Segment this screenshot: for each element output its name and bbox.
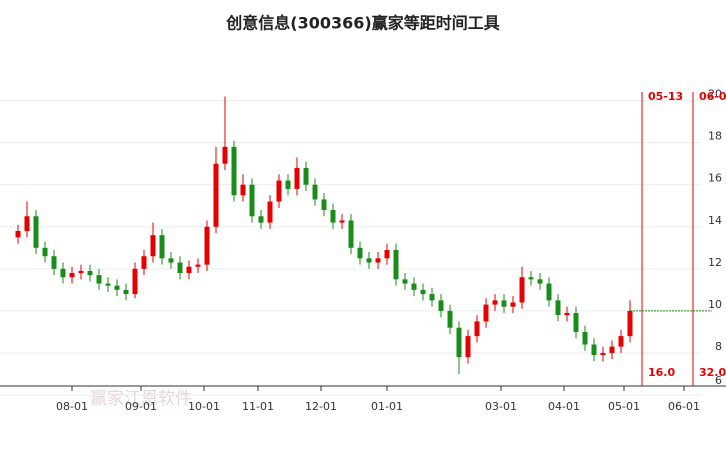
candle-body (168, 258, 174, 263)
candle-body (600, 352, 606, 356)
candle-body (528, 277, 534, 280)
candle-body (456, 327, 462, 358)
candle-body (141, 256, 147, 269)
cycle-date: 06-04 (699, 90, 726, 103)
candle-body (330, 209, 336, 223)
candle-body (204, 226, 210, 265)
candle-body (402, 279, 408, 284)
x-tick-label: 06-01 (668, 400, 700, 413)
candle-body (78, 270, 84, 274)
x-tick-label: 04-01 (548, 400, 580, 413)
x-tick-label: 12-01 (305, 400, 337, 413)
y-tick-label: 20 (708, 88, 722, 101)
candle-body (195, 264, 201, 267)
x-tick-label: 01-01 (371, 400, 403, 413)
candle-body (33, 216, 39, 248)
candle-body (348, 220, 354, 248)
y-tick-label: 18 (708, 130, 722, 143)
candle-body (591, 344, 597, 356)
candle-body (186, 266, 192, 274)
chart-title: 创意信息(300366)赢家等距时间工具 (225, 14, 499, 33)
candle-body (42, 247, 48, 257)
candle-body (294, 167, 300, 189)
candle-body (303, 167, 309, 185)
candle-body (393, 249, 399, 280)
candle-body (87, 270, 93, 276)
candle-body (24, 216, 30, 231)
candle-body (132, 268, 138, 295)
candle-body (321, 199, 327, 210)
candle-body (258, 216, 264, 223)
candle-body (123, 289, 129, 295)
candle-body (339, 220, 345, 223)
candle-body (366, 258, 372, 263)
candle-body (537, 279, 543, 284)
candle-body (483, 304, 489, 322)
candle-body (69, 273, 75, 278)
candle-body (510, 302, 516, 307)
candle-body (609, 346, 615, 353)
candle-body (420, 289, 426, 295)
candle-body (60, 268, 66, 278)
x-tick-label: 09-01 (125, 400, 157, 413)
candle-body (438, 300, 444, 311)
candle-body (231, 146, 237, 196)
candle-body (213, 163, 219, 227)
candle-body (474, 321, 480, 337)
x-tick-label: 08-01 (56, 400, 88, 413)
candle-body (267, 201, 273, 223)
candle-body (429, 294, 435, 301)
candle-body (150, 235, 156, 257)
candle-body (465, 336, 471, 358)
x-tick-label: 03-01 (485, 400, 517, 413)
candle-body (114, 285, 120, 290)
watermark: 赢家江恩软件 (90, 389, 192, 409)
y-tick-label: 10 (708, 298, 722, 311)
candle-body (249, 184, 255, 217)
candle-body (96, 275, 102, 284)
candle-body (105, 283, 111, 286)
y-tick-label: 14 (708, 214, 722, 227)
candle-body (276, 180, 282, 202)
candle-body (411, 283, 417, 290)
candle-body (492, 300, 498, 305)
x-tick-label: 05-01 (608, 400, 640, 413)
candle-body (240, 184, 246, 196)
candle-body (447, 310, 453, 328)
candle-body (582, 331, 588, 345)
y-tick-label: 8 (715, 340, 722, 353)
candle-body (501, 300, 507, 307)
candle-body (564, 312, 570, 316)
candle-body (15, 230, 21, 238)
candle-body (177, 262, 183, 274)
y-tick-label: 6 (715, 374, 722, 387)
y-tick-label: 16 (708, 172, 722, 185)
candle-body (159, 235, 165, 259)
x-tick-label: 11-01 (242, 400, 274, 413)
candle-body (519, 277, 525, 303)
candle-body (573, 312, 579, 332)
candle-body (627, 310, 633, 337)
candle-body (312, 184, 318, 200)
x-tick-label: 10-01 (188, 400, 220, 413)
cycle-count: 16.0 (648, 366, 675, 379)
candle-body (384, 249, 390, 259)
cycle-count: 32.0 (699, 366, 726, 379)
candle-body (51, 256, 57, 269)
candle-body (222, 146, 228, 164)
candle-body (618, 336, 624, 347)
y-tick-label: 12 (708, 256, 722, 269)
candle-body (357, 247, 363, 259)
cycle-date: 05-13 (648, 90, 683, 103)
candle-body (546, 283, 552, 301)
candle-body (285, 180, 291, 189)
candle-body (375, 258, 381, 263)
candle-body (555, 300, 561, 316)
